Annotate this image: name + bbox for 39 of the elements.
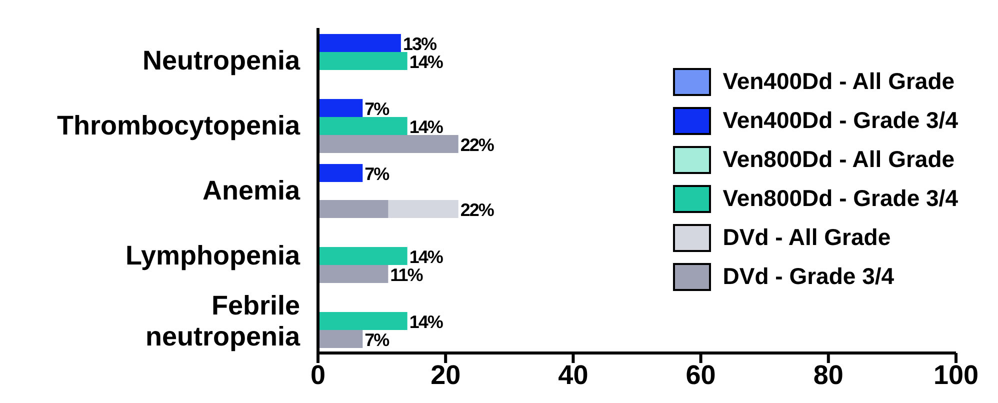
bar (318, 265, 388, 283)
bar (318, 164, 363, 182)
x-tick-label: 40 (558, 360, 588, 390)
y-tick-label: Neutropenia (142, 46, 301, 76)
legend-label: Ven800Dd - All Grade (722, 146, 955, 173)
bar (318, 117, 408, 135)
x-tick-label: 60 (686, 360, 716, 390)
bar (318, 52, 408, 70)
bar (318, 247, 408, 265)
legend-label: Ven400Dd - All Grade (722, 68, 955, 95)
bar (318, 135, 458, 153)
data-label: 7% (364, 99, 390, 119)
y-tick-label: Thrombocytopenia (56, 110, 301, 140)
bar (318, 330, 363, 348)
bar (318, 312, 408, 330)
data-label: 14% (409, 312, 444, 332)
legend-label: DVd - All Grade (722, 224, 891, 251)
x-tick-label: 80 (813, 360, 844, 390)
bar (318, 200, 388, 218)
x-tick-label: 20 (430, 360, 461, 390)
data-label: 14% (409, 247, 444, 267)
legend-label: DVd - Grade 3/4 (722, 263, 894, 290)
legend-label: Ven400Dd - Grade 3/4 (722, 107, 958, 134)
bar (318, 99, 363, 117)
legend-label: Ven800Dd - Grade 3/4 (722, 185, 958, 212)
y-tick-label: Anemia (202, 176, 301, 206)
data-label: 14% (409, 52, 444, 72)
data-label: 22% (460, 135, 494, 155)
x-tick-label: 100 (933, 360, 979, 390)
data-label: 22% (460, 200, 494, 220)
y-tick-label: Lymphopenia (125, 240, 301, 270)
data-label: 7% (364, 164, 390, 184)
data-label: 13% (402, 34, 437, 54)
bar (318, 34, 401, 52)
y-tick-label: Febrile neutropenia (145, 290, 301, 352)
data-label: 14% (409, 117, 444, 137)
data-label: 7% (364, 330, 390, 350)
x-tick-label: 0 (310, 360, 326, 390)
data-label: 11% (390, 265, 424, 285)
